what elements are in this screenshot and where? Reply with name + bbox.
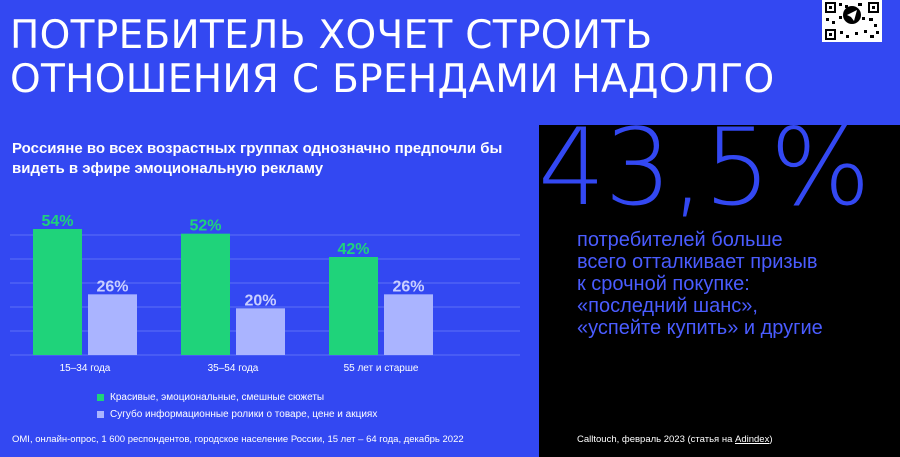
data-label: 52% [189,218,221,235]
bar-1-2 [181,233,230,355]
big-stat-number: 43,5% [538,106,871,229]
data-label: 20% [244,292,276,309]
callout-line-2: всего отталкивает призыв [577,251,818,273]
data-label: 54% [41,213,73,230]
stat-panel [539,125,900,457]
title-line-2: ОТНОШЕНИЯ С БРЕНДАМИ НАДОЛГО [10,57,775,102]
source-right-prefix: Calltouch, февраль 2023 (статья на [577,434,735,445]
legend-swatch-1 [97,394,104,401]
callout-line-1: потребителей больше [577,229,783,251]
title-line-1: ПОТРЕБИТЕЛЬ ХОЧЕТ СТРОИТЬ [10,13,653,58]
data-label: 26% [96,278,128,295]
category-label: 55 лет и старше [344,363,419,374]
bar-chart: 54% 26% 15–34 года 52% 20% 35–54 года 42% 26% 55… [10,213,520,374]
source-right-suffix: ) [769,434,773,445]
legend-label-1: Красивые, эмоциональные, смешные сюжеты [110,392,325,403]
qr-code[interactable] [822,0,882,42]
chart-subtitle: Россияне во всех возрастных группах одно… [12,140,503,177]
source-note-left: OMI, онлайн-опрос, 1 600 респондентов, г… [12,434,464,445]
legend-item-1: Красивые, эмоциональные, смешные сюжеты [97,389,377,406]
category-label: 15–34 года [60,363,111,374]
callout-line-5: «успейте купить» и другие [577,317,823,339]
source-note-right: Calltouch, февраль 2023 (статья на Adind… [577,434,773,445]
legend-swatch-2 [97,411,104,418]
data-label: 26% [392,278,424,295]
callout-line-3: к срочной покупке: [577,273,750,295]
callout-line-4: «последний шанс», [577,295,758,317]
bar-2-3 [384,294,433,355]
stat-callout: потребителей больше всего отталкивает пр… [577,229,877,339]
page-title: ПОТРЕБИТЕЛЬ ХОЧЕТ СТРОИТЬ ОТНОШЕНИЯ С БР… [10,14,775,102]
legend-label-2: Сугубо информационные ролики о товаре, ц… [110,409,378,420]
qr-code-icon [822,0,882,42]
category-label: 35–54 года [208,363,259,374]
bar-2-1 [88,294,137,355]
bar-2-2 [236,308,285,355]
bar-1-3 [329,257,378,355]
legend-item-2: Сугубо информационные ролики о товаре, ц… [97,406,377,423]
source-link-adindex[interactable]: Adindex [735,434,770,445]
chart-legend: Красивые, эмоциональные, смешные сюжеты … [97,389,377,423]
data-label: 42% [337,241,369,258]
bar-1-1 [33,229,82,355]
